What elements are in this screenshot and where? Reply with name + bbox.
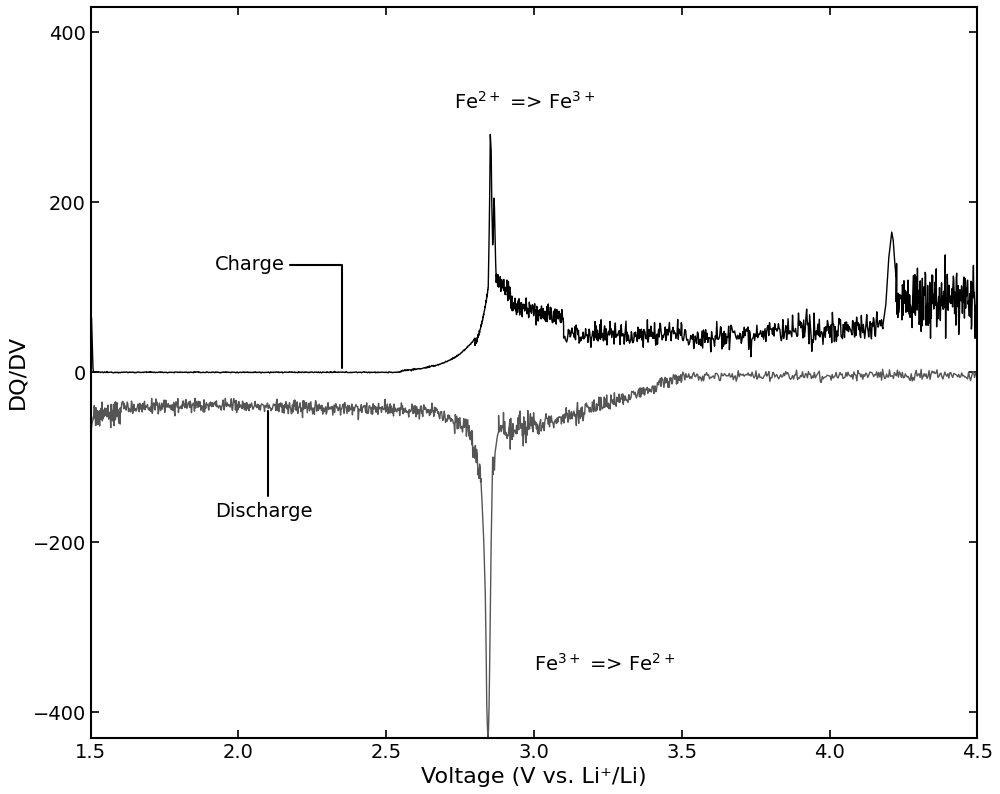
Text: Fe$^{3+}$ => Fe$^{2+}$: Fe$^{3+}$ => Fe$^{2+}$ (534, 653, 675, 675)
X-axis label: Voltage (V vs. Li⁺/Li): Voltage (V vs. Li⁺/Li) (421, 767, 647, 787)
Y-axis label: DQ/DV: DQ/DV (7, 335, 27, 410)
Text: Discharge: Discharge (215, 410, 312, 521)
Text: Fe$^{2+}$ => Fe$^{3+}$: Fe$^{2+}$ => Fe$^{3+}$ (454, 91, 595, 114)
Text: Charge: Charge (215, 256, 342, 368)
